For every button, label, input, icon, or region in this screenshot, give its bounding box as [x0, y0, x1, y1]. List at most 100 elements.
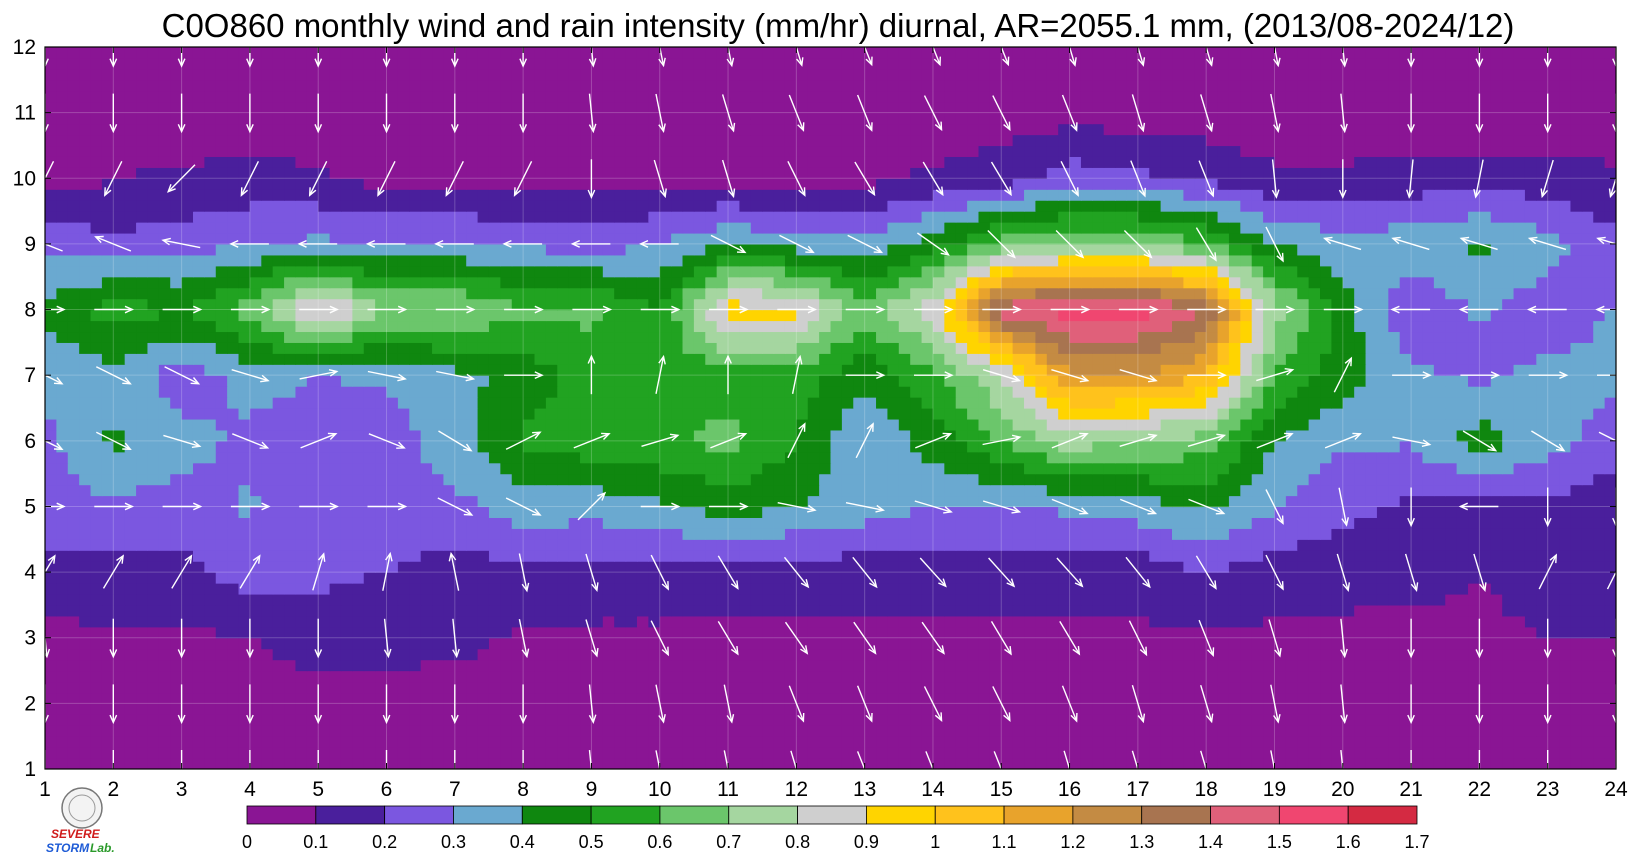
intensity-cell	[830, 517, 843, 529]
intensity-cell	[1080, 506, 1093, 518]
intensity-cell	[204, 747, 217, 759]
intensity-cell	[1388, 736, 1401, 748]
intensity-cell	[1240, 550, 1253, 562]
intensity-cell	[1342, 484, 1355, 497]
intensity-cell	[705, 604, 718, 617]
intensity-cell	[181, 550, 194, 562]
intensity-cell	[796, 375, 809, 387]
intensity-cell	[1581, 506, 1594, 518]
intensity-cell	[636, 758, 649, 769]
intensity-cell	[238, 659, 251, 672]
intensity-cell	[819, 528, 832, 540]
intensity-cell	[671, 604, 684, 617]
intensity-cell	[557, 495, 570, 508]
intensity-cell	[967, 714, 980, 726]
intensity-cell	[819, 440, 832, 453]
intensity-cell	[944, 725, 957, 737]
intensity-cell	[500, 703, 513, 715]
intensity-cell	[693, 692, 706, 704]
intensity-cell	[1137, 418, 1150, 431]
intensity-cell	[420, 747, 433, 759]
intensity-cell	[90, 736, 103, 748]
intensity-cell	[511, 506, 524, 518]
intensity-cell	[306, 528, 319, 540]
intensity-cell	[1445, 692, 1458, 704]
intensity-cell	[580, 375, 593, 387]
intensity-cell	[170, 506, 183, 518]
intensity-cell	[545, 451, 558, 464]
intensity-cell	[1570, 561, 1583, 573]
intensity-cell	[545, 670, 558, 683]
intensity-cell	[1468, 386, 1480, 398]
intensity-cell	[1456, 397, 1469, 409]
intensity-cell	[363, 386, 376, 398]
intensity-cell	[284, 648, 297, 661]
intensity-cell	[1217, 550, 1230, 562]
intensity-cell	[124, 408, 137, 420]
intensity-cell	[204, 451, 217, 464]
intensity-cell	[1570, 736, 1583, 748]
intensity-cell	[1297, 408, 1310, 420]
intensity-cell	[375, 714, 388, 726]
intensity-cell	[329, 418, 342, 431]
intensity-cell	[124, 648, 137, 661]
intensity-cell	[739, 397, 752, 409]
intensity-cell	[1479, 561, 1492, 573]
intensity-cell	[318, 758, 331, 769]
intensity-cell	[1092, 583, 1105, 595]
intensity-cell	[1149, 495, 1162, 508]
intensity-cell	[545, 626, 558, 639]
intensity-cell	[876, 725, 889, 737]
intensity-cell	[602, 758, 615, 769]
intensity-cell	[375, 440, 388, 453]
intensity-cell	[557, 462, 570, 475]
intensity-cell	[1274, 539, 1287, 551]
intensity-cell	[1536, 451, 1549, 464]
intensity-cell	[227, 495, 240, 508]
intensity-cell	[454, 747, 467, 759]
intensity-cell	[477, 506, 490, 518]
intensity-cell	[238, 495, 251, 508]
intensity-cell	[352, 364, 365, 376]
intensity-cell	[1251, 429, 1264, 442]
intensity-cell	[659, 429, 672, 442]
intensity-cell	[1411, 408, 1424, 420]
intensity-cell	[750, 517, 763, 529]
intensity-cell	[1297, 747, 1310, 759]
intensity-cell	[967, 615, 980, 628]
intensity-cell	[944, 484, 957, 497]
intensity-cell	[1399, 670, 1412, 683]
intensity-cell	[716, 692, 729, 704]
intensity-cell	[1331, 440, 1344, 453]
intensity-cell	[124, 593, 137, 606]
intensity-cell	[819, 418, 832, 431]
intensity-cell	[1354, 583, 1367, 595]
intensity-cell	[67, 626, 80, 639]
intensity-cell	[1058, 681, 1071, 694]
intensity-cell	[989, 758, 1002, 769]
intensity-cell	[1069, 648, 1082, 661]
intensity-cell	[1228, 550, 1241, 562]
intensity-cell	[728, 615, 741, 628]
intensity-cell	[318, 528, 331, 540]
intensity-cell	[807, 670, 820, 683]
intensity-cell	[887, 714, 900, 726]
intensity-cell	[967, 528, 980, 540]
intensity-cell	[318, 615, 331, 628]
intensity-cell	[1069, 386, 1082, 398]
intensity-cell	[807, 626, 820, 639]
intensity-cell	[511, 408, 524, 420]
intensity-cell	[1604, 758, 1616, 769]
intensity-cell	[659, 550, 672, 562]
intensity-cell	[1604, 670, 1616, 683]
intensity-cell	[523, 583, 536, 595]
intensity-cell	[1149, 637, 1162, 650]
intensity-cell	[409, 659, 422, 672]
intensity-cell	[397, 473, 410, 486]
intensity-cell	[784, 451, 797, 464]
intensity-cell	[1399, 386, 1412, 398]
intensity-cell	[136, 495, 149, 508]
intensity-cell	[762, 495, 775, 508]
intensity-cell	[1502, 758, 1515, 769]
intensity-cell	[90, 758, 103, 769]
